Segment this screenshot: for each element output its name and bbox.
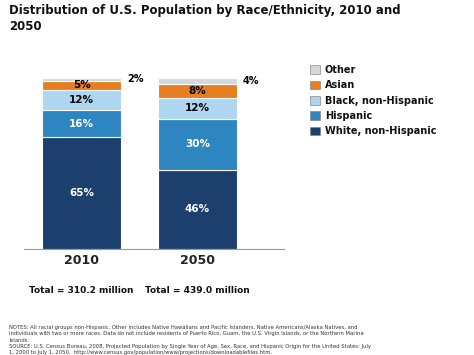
Bar bbox=[158, 78, 237, 84]
Text: 65%: 65% bbox=[69, 188, 94, 198]
Bar bbox=[42, 89, 121, 110]
Text: 2%: 2% bbox=[127, 74, 144, 84]
Bar bbox=[42, 81, 121, 89]
Text: 30%: 30% bbox=[185, 139, 210, 149]
Bar bbox=[158, 98, 237, 119]
Text: 16%: 16% bbox=[69, 119, 94, 129]
Legend: Other, Asian, Black, non-Hispanic, Hispanic, White, non-Hispanic: Other, Asian, Black, non-Hispanic, Hispa… bbox=[310, 65, 436, 136]
Text: 8%: 8% bbox=[189, 86, 206, 96]
Text: 4%: 4% bbox=[243, 76, 260, 86]
Text: 46%: 46% bbox=[185, 204, 210, 214]
Text: 12%: 12% bbox=[185, 103, 210, 113]
Bar bbox=[42, 110, 121, 137]
Bar bbox=[42, 137, 121, 248]
Bar bbox=[42, 78, 121, 81]
Text: Distribution of U.S. Population by Race/Ethnicity, 2010 and
2050: Distribution of U.S. Population by Race/… bbox=[9, 4, 401, 33]
Text: 5%: 5% bbox=[73, 80, 91, 90]
Text: 12%: 12% bbox=[69, 95, 94, 105]
Text: NOTES: All racial groups non-Hispanic. Other includes Native Hawaiians and Pacif: NOTES: All racial groups non-Hispanic. O… bbox=[9, 325, 372, 355]
Bar bbox=[158, 170, 237, 248]
Bar bbox=[158, 119, 237, 170]
Text: Total = 439.0 million: Total = 439.0 million bbox=[145, 286, 250, 295]
Text: Total = 310.2 million: Total = 310.2 million bbox=[29, 286, 134, 295]
Bar bbox=[158, 84, 237, 98]
